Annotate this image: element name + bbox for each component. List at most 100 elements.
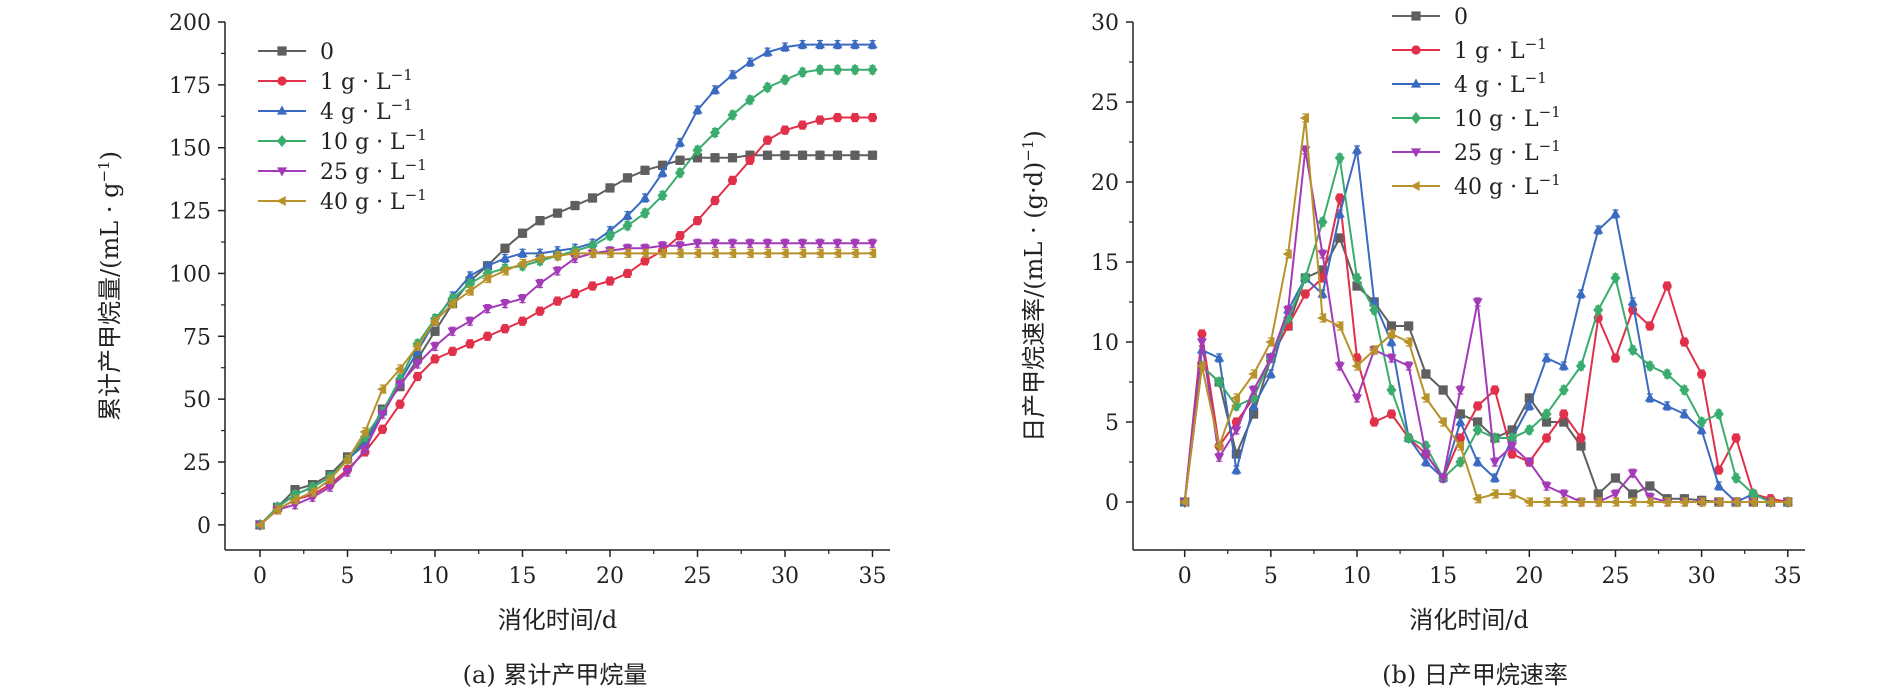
data-point <box>1351 394 1363 404</box>
data-point <box>359 445 371 455</box>
series-4 <box>1179 145 1793 508</box>
data-point <box>1730 496 1740 508</box>
data-point <box>797 66 808 79</box>
data-point <box>1265 368 1276 378</box>
x-tick-label: 5 <box>1264 564 1278 589</box>
data-point <box>1385 328 1396 340</box>
data-point <box>691 248 702 259</box>
y-tick-label: 25 <box>183 451 211 476</box>
data-point <box>534 253 544 264</box>
legend-item: 4 g · L−1 <box>1392 69 1547 98</box>
data-point <box>1231 464 1242 474</box>
y-tick-label: 5 <box>1105 411 1119 436</box>
data-point <box>1455 456 1466 468</box>
y-tick-label: 200 <box>169 11 211 36</box>
data-point <box>1662 281 1672 291</box>
data-point <box>780 150 790 160</box>
legend-item: 0 <box>258 40 334 65</box>
legend-label: 10 g · L−1 <box>320 126 427 155</box>
legend-marker <box>1410 148 1422 158</box>
data-point <box>1473 401 1483 411</box>
data-point <box>377 410 388 420</box>
data-point <box>430 326 440 336</box>
data-point <box>710 195 720 206</box>
legend-item: 25 g · L−1 <box>258 156 427 185</box>
data-point <box>849 63 861 76</box>
data-point <box>1696 416 1707 428</box>
x-tick-label: 25 <box>684 564 712 589</box>
data-point <box>1248 400 1259 410</box>
data-point <box>744 248 754 259</box>
data-point <box>675 231 685 241</box>
data-point <box>289 494 299 505</box>
legend-label: 1 g · L−1 <box>1454 35 1547 64</box>
data-point <box>1196 360 1206 372</box>
data-point <box>1507 432 1518 444</box>
data-point <box>552 267 563 277</box>
data-point <box>815 150 825 160</box>
data-point <box>1627 496 1637 508</box>
legend-item: 10 g · L−1 <box>1392 103 1561 132</box>
series-1 <box>1180 193 1793 507</box>
data-point <box>1558 384 1569 396</box>
data-point <box>1386 384 1397 396</box>
data-point <box>1610 473 1621 483</box>
data-point <box>412 360 423 370</box>
x-tick-label: 15 <box>1429 564 1457 589</box>
data-point <box>780 125 790 135</box>
y-tick-label: 10 <box>1091 331 1119 356</box>
data-point <box>745 155 755 165</box>
data-point <box>1541 433 1552 443</box>
data-point <box>675 155 685 165</box>
data-point <box>1334 208 1345 218</box>
y-tick-label: 175 <box>169 74 211 99</box>
data-point <box>1300 289 1310 299</box>
legend-marker <box>1411 11 1421 21</box>
legend-label: 25 g · L−1 <box>1454 137 1561 166</box>
data-point <box>866 248 877 259</box>
x-tick-label: 15 <box>509 564 537 589</box>
data-point <box>570 200 580 211</box>
data-point <box>1472 456 1483 466</box>
data-point <box>1541 496 1551 508</box>
data-point <box>604 229 616 242</box>
data-point <box>1420 392 1430 404</box>
data-point <box>412 371 423 382</box>
data-point <box>1317 312 1327 324</box>
series-line <box>1183 235 1788 503</box>
y-tick-label: 30 <box>1091 11 1119 36</box>
y-axis-label: 累计产甲烷量/(mL · g−1) <box>95 151 124 421</box>
data-point <box>832 150 843 160</box>
data-point <box>850 112 860 123</box>
data-point <box>1541 482 1552 492</box>
data-point <box>1334 152 1345 164</box>
data-point <box>1489 472 1500 482</box>
series-line <box>1183 149 1788 503</box>
legend-marker <box>276 105 288 115</box>
y-tick-label: 150 <box>169 137 211 162</box>
data-point <box>657 167 668 177</box>
data-point <box>1317 250 1328 260</box>
x-axis-label: 消化时间/d <box>498 606 617 634</box>
data-point <box>1696 496 1706 508</box>
data-point <box>464 270 476 280</box>
data-point <box>1697 369 1707 379</box>
data-point <box>517 228 528 238</box>
data-point <box>814 39 826 49</box>
data-point <box>1369 417 1379 427</box>
data-point <box>1559 409 1569 419</box>
data-point <box>1644 392 1655 402</box>
legend-marker <box>276 167 288 177</box>
data-point <box>692 104 703 114</box>
data-point <box>517 294 528 305</box>
data-point <box>1661 496 1671 508</box>
legend-marker <box>1410 180 1420 192</box>
data-point <box>727 109 738 122</box>
data-point <box>1713 496 1723 508</box>
data-point <box>394 363 404 375</box>
data-point <box>1507 442 1518 452</box>
data-point <box>1335 193 1345 203</box>
data-point <box>1575 360 1587 372</box>
data-point <box>1679 408 1690 418</box>
data-point <box>1696 424 1707 434</box>
